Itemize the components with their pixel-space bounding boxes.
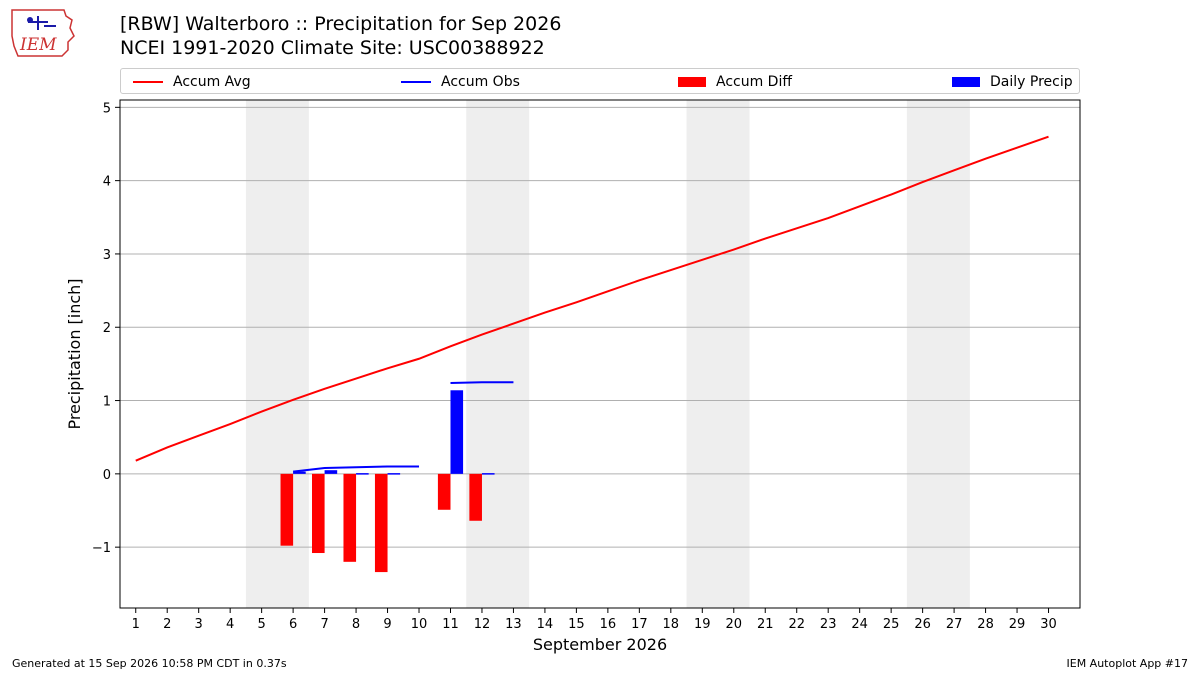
x-tick-label: 1 <box>132 617 140 632</box>
x-tick-label: 5 <box>257 617 265 632</box>
y-tick-label: 5 <box>103 101 111 116</box>
legend-item-daily-precip: Daily Precip <box>952 73 1073 91</box>
y-tick-label: 1 <box>103 395 111 410</box>
y-tick-label: 2 <box>103 321 111 336</box>
x-tick-label: 9 <box>383 617 391 632</box>
x-tick-label: 19 <box>694 617 711 632</box>
x-tick-label: 27 <box>946 617 963 632</box>
legend-label-accum-diff: Accum Diff <box>716 74 793 90</box>
daily-precip-bar <box>387 473 401 475</box>
x-tick-label: 8 <box>352 617 360 632</box>
x-tick-label: 4 <box>226 617 234 632</box>
x-tick-label: 21 <box>757 617 774 632</box>
y-tick-label: 0 <box>103 468 111 483</box>
daily-precip-bar <box>324 470 338 474</box>
legend-swatch-accum-obs <box>401 81 431 83</box>
accum-diff-bar <box>343 473 357 562</box>
daily-precip-bar <box>450 390 464 474</box>
accum-diff-bar <box>312 473 325 554</box>
weekend-span <box>466 100 530 608</box>
series-lines <box>135 135 1049 473</box>
y-tick-label: 4 <box>103 175 111 190</box>
accum-diff-bar <box>374 473 388 573</box>
daily-precip-bar <box>356 473 369 475</box>
x-tick-label: 23 <box>820 617 837 632</box>
accum-obs-line <box>292 465 420 473</box>
x-tick-label: 20 <box>725 617 742 632</box>
legend-item-accum-obs: Accum Obs <box>401 73 520 91</box>
x-tick-label: 29 <box>1009 617 1026 632</box>
legend-label-daily-precip: Daily Precip <box>990 74 1073 90</box>
legend: Accum Avg Accum Obs Accum Diff Daily Pre… <box>120 68 1080 94</box>
x-tick-label: 26 <box>914 617 931 632</box>
x-axis-label: September 2026 <box>533 635 667 654</box>
chart-title-block: [RBW] Walterboro :: Precipitation for Se… <box>120 12 561 60</box>
footer-generated: Generated at 15 Sep 2026 10:58 PM CDT in… <box>12 657 287 670</box>
accum-diff-bar <box>437 473 451 510</box>
x-tick-label: 14 <box>537 617 554 632</box>
x-tick-label: 11 <box>442 617 459 632</box>
x-tick-label: 3 <box>195 617 203 632</box>
x-tick-label: 10 <box>411 617 428 632</box>
x-tick-label: 30 <box>1040 617 1057 632</box>
weekend-span <box>245 100 309 608</box>
bars <box>280 390 495 573</box>
y-tick-label: −1 <box>92 541 111 556</box>
y-axis-label: Precipitation [inch] <box>65 278 84 429</box>
x-tick-label: 28 <box>977 617 994 632</box>
accum-avg-line <box>135 135 1049 462</box>
x-tick-label: 25 <box>883 617 900 632</box>
chart-subtitle: NCEI 1991-2020 Climate Site: USC00388922 <box>120 37 545 59</box>
footer-app: IEM Autoplot App #17 <box>1066 657 1189 670</box>
weekend-span <box>686 100 750 608</box>
iem-logo: IEM <box>11 9 75 57</box>
accum-diff-bar <box>280 473 294 546</box>
legend-label-accum-avg: Accum Avg <box>173 74 251 90</box>
legend-swatch-accum-avg <box>133 81 163 83</box>
x-tick-label: 7 <box>320 617 328 632</box>
chart-title: [RBW] Walterboro :: Precipitation for Se… <box>120 13 562 35</box>
legend-item-accum-avg: Accum Avg <box>133 73 251 91</box>
accum-obs-line <box>450 381 514 384</box>
x-tick-label: 24 <box>851 617 868 632</box>
legend-item-accum-diff: Accum Diff <box>678 73 792 91</box>
x-tick-label: 18 <box>663 617 680 632</box>
grid-lines <box>120 106 1080 548</box>
plot-frame <box>119 99 1081 609</box>
x-tick-label: 15 <box>568 617 585 632</box>
daily-precip-bar <box>293 471 306 474</box>
x-tick-label: 2 <box>163 617 171 632</box>
x-tick-label: 16 <box>600 617 617 632</box>
y-tick-label: 3 <box>103 248 111 263</box>
x-tick-label: 6 <box>289 617 297 632</box>
x-tick-label: 12 <box>474 617 491 632</box>
accum-diff-bar <box>469 473 482 521</box>
x-tick-label: 17 <box>631 617 648 632</box>
logo-text: IEM <box>19 35 57 55</box>
weekend-shading <box>245 100 970 608</box>
legend-swatch-daily-precip <box>952 77 980 87</box>
legend-label-accum-obs: Accum Obs <box>441 74 520 90</box>
x-tick-label: 13 <box>505 617 522 632</box>
daily-precip-bar <box>481 473 495 475</box>
x-tick-label: 22 <box>788 617 805 632</box>
legend-swatch-accum-diff <box>678 77 706 87</box>
